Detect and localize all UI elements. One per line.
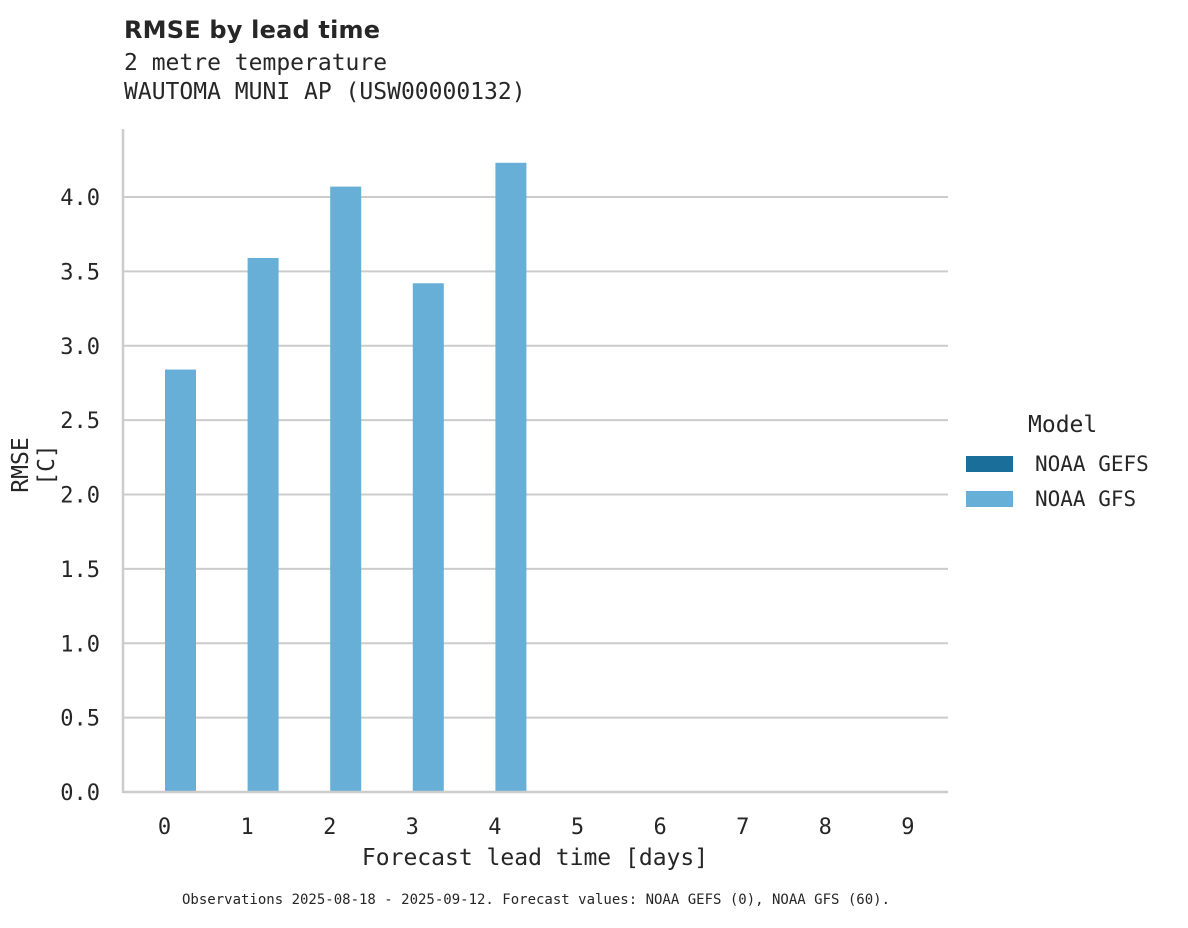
bar: [165, 369, 196, 792]
bar: [412, 283, 444, 792]
legend-item-noaa-gfs: NOAA GFS: [966, 487, 1136, 511]
y-tick-label: 1.0: [60, 632, 100, 657]
y-tick-label: 3.0: [60, 335, 100, 360]
x-tick-labels: 0 1 2 3 4 5 6 7 8 9: [158, 815, 915, 840]
bar: [495, 162, 527, 793]
x-tick-label: 2: [323, 815, 336, 840]
y-tick-labels: 0.0 0.5 1.0 1.5 2.0 2.5 3.0 3.5 4.0: [60, 186, 100, 806]
x-tick-label: 6: [653, 815, 666, 840]
x-tick-label: 5: [571, 815, 584, 840]
x-tick-label: 3: [406, 815, 419, 840]
x-tick-label: 8: [819, 815, 832, 840]
legend-label: NOAA GEFS: [1035, 452, 1149, 476]
legend-title: Model: [1028, 412, 1098, 438]
chart-subtitle-variable: 2 metre temperature: [124, 50, 388, 76]
x-tick-label: 0: [158, 815, 171, 840]
x-tick-label: 4: [488, 815, 501, 840]
y-tick-label: 2.0: [60, 484, 100, 509]
axes: [121, 129, 948, 794]
x-tick-label: 9: [901, 815, 914, 840]
legend-swatch-gfs: [966, 491, 1013, 507]
y-tick-label: 1.5: [60, 558, 100, 583]
y-tick-label: 0.5: [60, 707, 100, 732]
gridlines: [123, 196, 948, 719]
x-tick-label: 7: [736, 815, 749, 840]
y-tick-label: 2.5: [60, 409, 100, 434]
y-tick-label: 0.0: [60, 781, 100, 806]
bar: [330, 186, 362, 792]
chart-title: RMSE by lead time: [124, 16, 381, 44]
legend-label: NOAA GFS: [1035, 487, 1137, 511]
bar: [247, 257, 279, 792]
x-tick-label: 1: [240, 815, 253, 840]
chart-subtitle-station: WAUTOMA MUNI AP (USW00000132): [124, 79, 526, 105]
legend-item-noaa-gefs: NOAA GEFS: [966, 452, 1149, 476]
bars: [165, 162, 527, 793]
x-axis-label: Forecast lead time [days]: [361, 845, 709, 871]
legend-swatch-gefs: [966, 456, 1013, 472]
y-tick-label: 3.5: [60, 260, 100, 285]
y-axis-label: RMSE [C]: [8, 437, 60, 493]
y-tick-label: 4.0: [60, 186, 100, 211]
footer-note: Observations 2025-08-18 - 2025-09-12. Fo…: [181, 892, 891, 908]
